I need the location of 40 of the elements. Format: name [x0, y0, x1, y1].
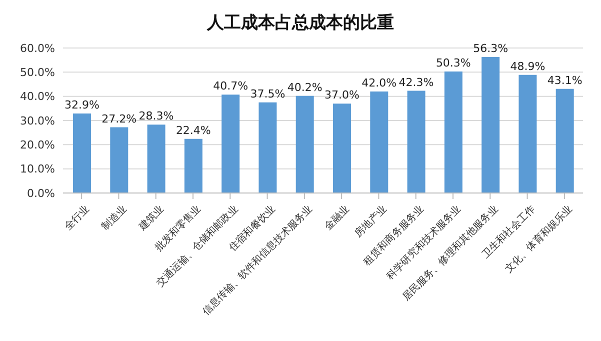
x-tick-label: 全行业: [62, 202, 92, 233]
bar: [556, 88, 574, 193]
y-tick-label: 10.0%: [20, 162, 55, 176]
data-label: 56.3%: [473, 42, 508, 55]
y-tick-label: 60.0%: [20, 42, 55, 55]
x-tick-label: 金融业: [322, 202, 352, 233]
bar: [222, 94, 240, 193]
data-label: 37.5%: [250, 87, 286, 100]
bar: [482, 56, 500, 193]
bar: [370, 92, 388, 193]
data-label: 27.2%: [102, 112, 137, 126]
y-tick-label: 30.0%: [20, 114, 55, 128]
x-tick-label: 建筑业: [136, 202, 166, 234]
data-label: 50.3%: [436, 56, 471, 70]
data-label: 37.0%: [324, 88, 360, 102]
bar: [147, 124, 166, 193]
bar: [333, 104, 351, 193]
data-label: 48.9%: [510, 60, 546, 73]
x-tick-label: 制造业: [99, 202, 130, 233]
bar: [518, 74, 537, 193]
bar: [110, 127, 128, 193]
data-label: 43.1%: [547, 74, 582, 87]
data-label: 40.7%: [213, 80, 248, 93]
y-tick-label: 40.0%: [20, 90, 55, 104]
bar: [258, 102, 277, 193]
data-label: 40.2%: [287, 80, 322, 94]
data-label: 22.4%: [176, 124, 211, 137]
bar: [73, 113, 91, 193]
data-label: 28.3%: [138, 110, 174, 123]
y-tick-label: 0.0%: [27, 186, 55, 200]
bar: [296, 96, 314, 193]
bar: [407, 90, 426, 193]
bar: [184, 138, 202, 193]
y-tick-label: 20.0%: [20, 138, 55, 152]
chart-title: 人工成本占总成本的比重: [206, 12, 395, 35]
data-label: 42.0%: [362, 76, 397, 90]
bar: [444, 71, 462, 193]
y-tick-label: 50.0%: [20, 66, 55, 80]
data-label: 32.9%: [64, 98, 100, 112]
data-label: 42.3%: [398, 76, 434, 89]
